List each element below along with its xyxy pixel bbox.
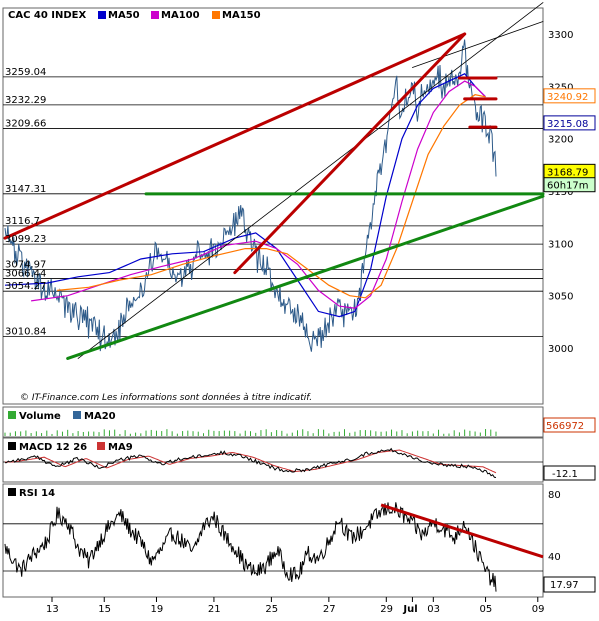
price-tag-label: 3240.92 — [547, 92, 588, 103]
price-tag-box — [543, 417, 596, 433]
level-label: 3054.27 — [5, 281, 46, 292]
panel-frame-macd — [2, 437, 544, 483]
y-tick-label: 3300 — [548, 30, 573, 41]
panel-frame-rsi — [2, 483, 544, 598]
legend-swatch — [8, 488, 16, 496]
level-label: 3074.97 — [5, 260, 46, 271]
legend-swatch — [8, 442, 16, 450]
y-tick-label: 3050 — [548, 292, 573, 303]
chart-title: CAC 40 INDEX — [8, 10, 87, 21]
trendline-layer — [3, 2, 545, 559]
green-trendline — [66, 194, 545, 360]
legend-swatch — [97, 442, 105, 450]
price-tag-box — [543, 88, 596, 104]
y-tick-label: 3250 — [548, 82, 573, 93]
red-trendline — [233, 32, 467, 275]
ma150-line — [57, 94, 486, 299]
price-tag-box — [543, 465, 596, 481]
level-label: 3232.29 — [5, 95, 46, 106]
text-layer: 3259.04 3232.29 3209.66 3147.31 3116.7 3099.2… — [5, 10, 596, 615]
panel-frames — [2, 7, 544, 598]
x-tick-label: 13 — [46, 604, 59, 615]
price-tag-label: 3168.79 — [547, 167, 588, 178]
legend-swatch — [98, 11, 106, 19]
macd-line — [4, 447, 497, 478]
x-tick-label: 19 — [150, 604, 163, 615]
rsi-red-trendline — [380, 503, 544, 559]
red-trendline — [3, 32, 467, 240]
x-tick-label: 27 — [323, 604, 336, 615]
level-label: 3066.44 — [5, 268, 46, 279]
legend-swatch — [151, 11, 159, 19]
price-tag-label: -12.1 — [552, 469, 578, 480]
ma50-line — [4, 73, 486, 318]
level-label: 3099.23 — [5, 234, 46, 245]
x-tick-label: 25 — [265, 604, 278, 615]
source-note: © IT-Finance.com Les informations sont d… — [20, 392, 312, 403]
level-label: 3147.31 — [5, 184, 46, 195]
legend-swatch — [8, 411, 16, 419]
legend-swatch — [212, 11, 220, 19]
x-tick-label: 05 — [480, 604, 493, 615]
level-label: 3209.66 — [5, 119, 46, 130]
level-label: 3116.7 — [5, 216, 40, 227]
level-label: 3010.84 — [5, 327, 46, 338]
legend-label: MA20 — [84, 411, 116, 422]
price-tag-box — [543, 115, 596, 131]
level-label: 3259.04 — [5, 67, 46, 78]
legend-label: MA100 — [161, 10, 200, 21]
x-tick-label: Jul — [402, 604, 417, 615]
y-tick-label: 3000 — [548, 344, 573, 355]
legend-label: MA9 — [108, 442, 133, 453]
legend-label: Volume — [19, 411, 61, 422]
legend-label: MA50 — [108, 10, 140, 21]
thin-trendline — [77, 2, 544, 359]
x-tick-label: 03 — [427, 604, 440, 615]
legend-label: MACD 12 26 — [19, 442, 87, 453]
ma100-line — [31, 80, 486, 309]
price-tag-box — [543, 576, 596, 593]
legend-label: RSI 14 — [19, 488, 55, 499]
legend-swatch — [73, 411, 81, 419]
y-tick-label: 3200 — [548, 135, 573, 146]
price-tag-label: 566972 — [546, 421, 584, 432]
price-tag-label: 3215.08 — [547, 119, 588, 130]
price-tag-label: 60h17m — [547, 181, 589, 192]
x-tick-label: 09 — [532, 604, 545, 615]
rsi-line — [4, 502, 497, 592]
y-tick-label: 3150 — [548, 187, 573, 198]
macd-signal-line — [5, 449, 497, 474]
x-tick-label: 15 — [98, 604, 111, 615]
legend-label: MA150 — [222, 10, 261, 21]
panel-frame-main — [2, 7, 544, 405]
y-tick-label: 80 — [548, 490, 561, 501]
panel-frame-volume — [2, 406, 544, 438]
y-tick-label: 40 — [548, 552, 561, 563]
x-tick-label: 29 — [380, 604, 393, 615]
x-tick-label: 21 — [208, 604, 221, 615]
thin-trendline — [412, 21, 544, 68]
price-tag-box — [543, 177, 596, 193]
price-tag-label: 17.97 — [550, 580, 579, 591]
y-tick-label: 3100 — [548, 239, 573, 250]
